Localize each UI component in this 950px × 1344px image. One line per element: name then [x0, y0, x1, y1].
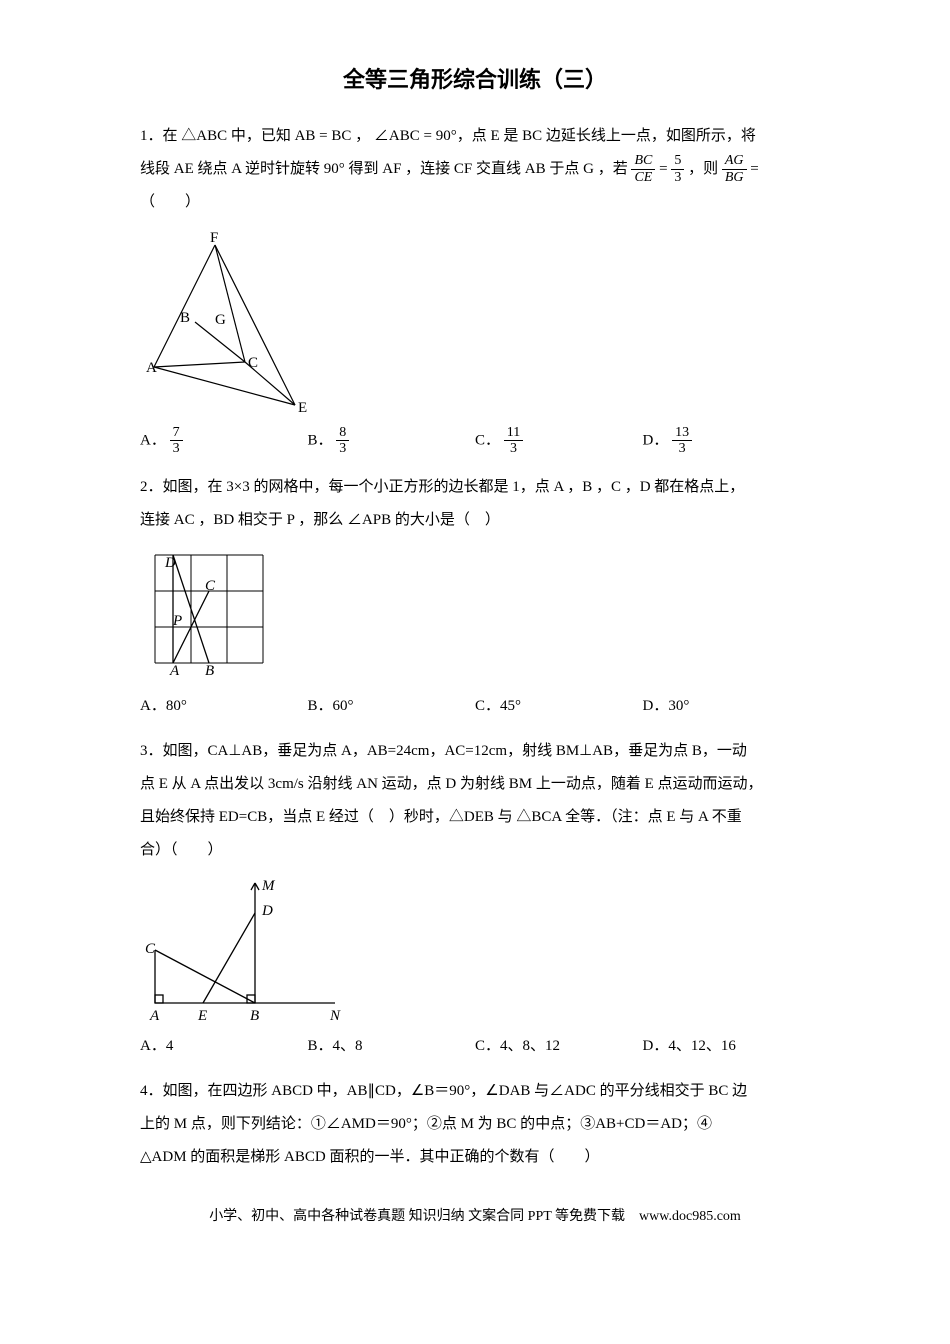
frac-num: 8 — [336, 425, 349, 441]
svg-text:A: A — [149, 1008, 160, 1024]
svg-text:D: D — [261, 903, 273, 919]
q1-svg: F B G A C E — [140, 227, 310, 417]
q1-text-3: （ ） — [140, 186, 810, 219]
q3-text-1: 3．如图，CA⊥AB，垂足为点 A，AB=24cm，AC=12cm，射线 BM⊥… — [140, 735, 810, 768]
svg-text:B: B — [250, 1008, 259, 1024]
q1-eq1: = — [659, 161, 671, 177]
q1-option-a: A． 7 3 — [140, 425, 308, 457]
frac-den: 3 — [671, 170, 684, 185]
q3-option-d: D．4、12、16 — [643, 1033, 811, 1060]
q2-text-2: 连接 AC ，BD 相交于 P ，那么 ∠APB 的大小是（ ） — [140, 504, 810, 537]
q3-options: A．4 B．4、8 C．4、8、12 D．4、12、16 — [140, 1033, 810, 1060]
frac-den: CE — [631, 170, 655, 185]
svg-text:E: E — [197, 1008, 207, 1024]
question-1: 1．在 △ABC 中，已知 AB = BC ， ∠ABC = 90°，点 E 是… — [140, 120, 810, 457]
q1-option-b: B． 8 3 — [308, 425, 476, 457]
q3-text-3: 且始终保持 ED=CB，当点 E 经过（ ）秒时，△DEB 与 △BCA 全等．… — [140, 801, 810, 834]
q1-option-c: C． 11 3 — [475, 425, 643, 457]
frac-num: 13 — [672, 425, 692, 441]
q2-option-a: A．80° — [140, 693, 308, 720]
frac-num: BC — [631, 153, 655, 169]
q1-text-2: 线段 AE 绕点 A 逆时针旋转 90° 得到 AF ，连接 CF 交直线 AB… — [140, 153, 810, 186]
frac-den: BG — [722, 170, 747, 185]
svg-text:C: C — [205, 578, 216, 594]
q2-text-1: 2．如图，在 3×3 的网格中，每一个小正方形的边长都是 1，点 A ，B ，C… — [140, 471, 810, 504]
svg-text:D: D — [164, 555, 176, 571]
q4-text-3: △ADM 的面积是梯形 ABCD 面积的一半．其中正确的个数有（ ） — [140, 1141, 810, 1174]
q1-option-d: D． 13 3 — [643, 425, 811, 457]
q1-text-2b: ，则 — [688, 161, 722, 177]
option-label: A． — [140, 432, 166, 448]
frac-num: 7 — [170, 425, 183, 441]
q3-text-4: 合）（ ） — [140, 834, 810, 867]
q3-option-b: B．4、8 — [308, 1033, 476, 1060]
option-frac: 8 3 — [336, 425, 349, 457]
svg-text:A: A — [146, 360, 157, 376]
svg-text:C: C — [145, 941, 156, 957]
svg-text:G: G — [215, 312, 226, 328]
svg-text:M: M — [261, 878, 276, 894]
frac-den: 3 — [504, 441, 523, 456]
q2-option-d: D．30° — [643, 693, 811, 720]
q4-text-1: 4．如图，在四边形 ABCD 中，AB∥CD，∠B＝90°，∠DAB 与∠ADC… — [140, 1075, 810, 1108]
q1-text-2a: 线段 AE 绕点 A 逆时针旋转 90° 得到 AF ，连接 CF 交直线 AB… — [140, 161, 631, 177]
q2-options: A．80° B．60° C．45° D．30° — [140, 693, 810, 720]
frac-den: 3 — [170, 441, 183, 456]
question-2: 2．如图，在 3×3 的网格中，每一个小正方形的边长都是 1，点 A ，B ，C… — [140, 471, 810, 720]
page-title: 全等三角形综合训练（三） — [140, 60, 810, 100]
q4-text-2: 上的 M 点，则下列结论：①∠AMD＝90°；②点 M 为 BC 的中点；③AB… — [140, 1108, 810, 1141]
svg-text:E: E — [298, 400, 307, 416]
q1-frac1: BC CE — [631, 153, 655, 185]
question-4: 4．如图，在四边形 ABCD 中，AB∥CD，∠B＝90°，∠DAB 与∠ADC… — [140, 1075, 810, 1174]
svg-text:N: N — [329, 1008, 341, 1024]
q2-svg: D C P A B — [140, 545, 270, 685]
frac-num: AG — [722, 153, 747, 169]
option-label: B． — [308, 432, 333, 448]
q2-option-c: C．45° — [475, 693, 643, 720]
svg-text:C: C — [248, 355, 258, 371]
q1-figure: F B G A C E — [140, 227, 810, 417]
q1-frac3: AG BG — [722, 153, 747, 185]
option-label: C． — [475, 432, 500, 448]
q3-text-2: 点 E 从 A 点出发以 3cm/s 沿射线 AN 运动，点 D 为射线 BM … — [140, 768, 810, 801]
frac-num: 5 — [671, 153, 684, 169]
svg-text:F: F — [210, 230, 218, 246]
q1-options: A． 7 3 B． 8 3 C． 11 3 D． 13 3 — [140, 425, 810, 457]
question-3: 3．如图，CA⊥AB，垂足为点 A，AB=24cm，AC=12cm，射线 BM⊥… — [140, 735, 810, 1060]
q1-text-2c: = — [750, 161, 758, 177]
frac-num: 11 — [504, 425, 523, 441]
frac-den: 3 — [672, 441, 692, 456]
q1-frac2: 5 3 — [671, 153, 684, 185]
q3-option-a: A．4 — [140, 1033, 308, 1060]
frac-den: 3 — [336, 441, 349, 456]
svg-text:P: P — [172, 613, 182, 629]
q2-option-b: B．60° — [308, 693, 476, 720]
q3-option-c: C．4、8、12 — [475, 1033, 643, 1060]
q2-figure: D C P A B — [140, 545, 810, 685]
svg-text:B: B — [205, 663, 214, 679]
q3-svg: MD C A E B N — [140, 875, 360, 1025]
q1-text-1: 1．在 △ABC 中，已知 AB = BC ， ∠ABC = 90°，点 E 是… — [140, 120, 810, 153]
svg-text:A: A — [169, 663, 180, 679]
svg-text:B: B — [180, 310, 190, 326]
page-footer: 小学、初中、高中各种试卷真题 知识归纳 文案合同 PPT 等免费下载 www.d… — [140, 1204, 810, 1229]
option-frac: 11 3 — [504, 425, 523, 457]
option-label: D． — [643, 432, 669, 448]
option-frac: 7 3 — [170, 425, 183, 457]
q3-figure: MD C A E B N — [140, 875, 810, 1025]
option-frac: 13 3 — [672, 425, 692, 457]
